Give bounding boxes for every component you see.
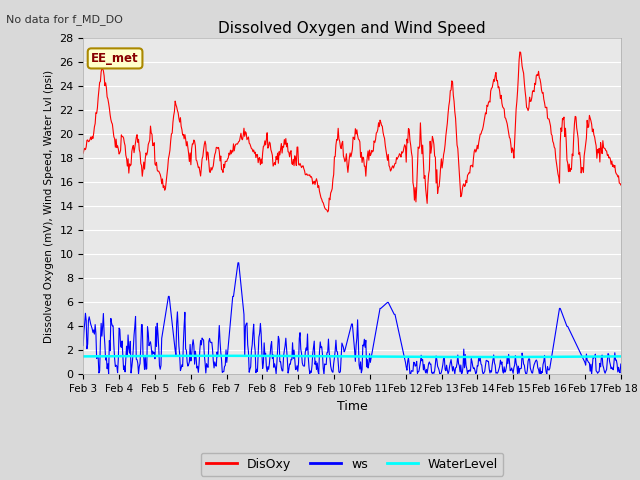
WaterLevel bbox=[214, 353, 221, 359]
DisOxy bbox=[199, 154, 207, 159]
Line: DisOxy: DisOxy bbox=[83, 52, 621, 212]
Line: ws: ws bbox=[83, 263, 621, 374]
ws bbox=[514, 372, 522, 377]
ws bbox=[227, 310, 235, 316]
ws bbox=[617, 361, 625, 367]
WaterLevel bbox=[199, 353, 207, 359]
Y-axis label: Dissolved Oxygen (mV), Wind Speed, Water Lvl (psi): Dissolved Oxygen (mV), Wind Speed, Water… bbox=[44, 70, 54, 343]
DisOxy bbox=[145, 142, 152, 147]
WaterLevel bbox=[434, 354, 442, 360]
Line: WaterLevel: WaterLevel bbox=[83, 356, 621, 357]
Legend: DisOxy, ws, WaterLevel: DisOxy, ws, WaterLevel bbox=[201, 453, 503, 476]
ws bbox=[89, 329, 97, 335]
WaterLevel bbox=[617, 353, 625, 359]
DisOxy bbox=[79, 150, 87, 156]
ws bbox=[234, 260, 242, 266]
ws bbox=[199, 336, 207, 342]
ws bbox=[145, 330, 152, 336]
WaterLevel bbox=[228, 353, 236, 359]
WaterLevel bbox=[483, 354, 490, 360]
DisOxy bbox=[516, 49, 524, 55]
Text: No data for f_MD_DO: No data for f_MD_DO bbox=[6, 14, 124, 25]
ws bbox=[434, 363, 442, 369]
DisOxy bbox=[89, 135, 97, 141]
Title: Dissolved Oxygen and Wind Speed: Dissolved Oxygen and Wind Speed bbox=[218, 21, 486, 36]
WaterLevel bbox=[418, 354, 426, 360]
DisOxy bbox=[418, 151, 426, 156]
X-axis label: Time: Time bbox=[337, 400, 367, 413]
DisOxy bbox=[434, 191, 442, 196]
WaterLevel bbox=[145, 353, 152, 359]
DisOxy bbox=[324, 209, 332, 215]
WaterLevel bbox=[79, 353, 87, 359]
ws bbox=[418, 358, 426, 364]
Text: EE_met: EE_met bbox=[92, 52, 139, 65]
DisOxy bbox=[227, 151, 235, 156]
WaterLevel bbox=[89, 353, 97, 359]
DisOxy bbox=[617, 182, 625, 188]
ws bbox=[79, 343, 87, 348]
